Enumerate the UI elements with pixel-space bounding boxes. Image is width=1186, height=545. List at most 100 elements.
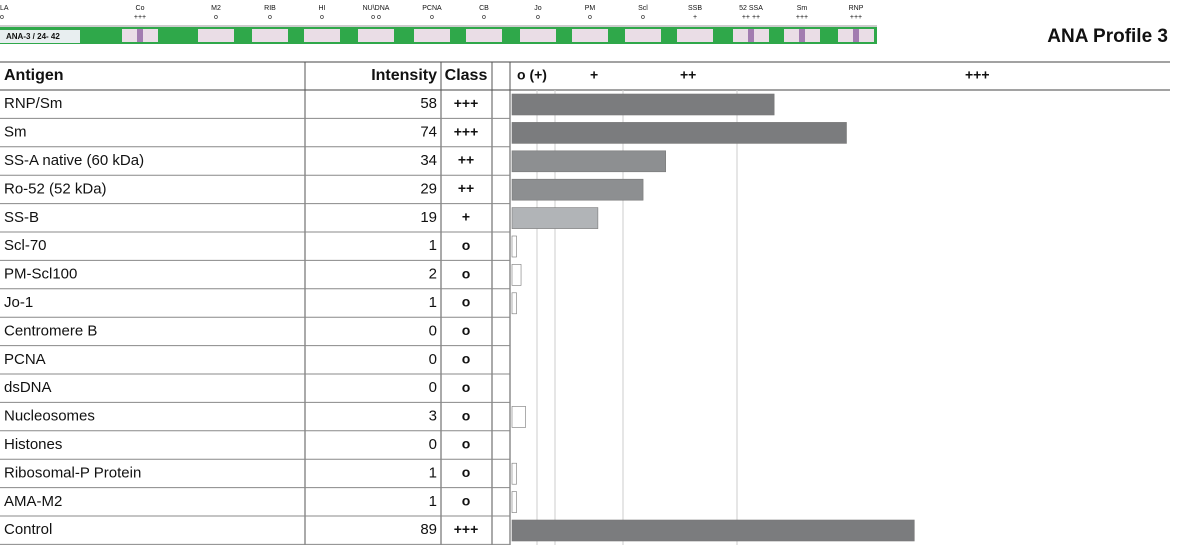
report: ANA Profile 3 ANA-3 / 24- 42LAoCo+++M2oR… (0, 0, 1186, 545)
bar (512, 208, 598, 229)
antigen: Ribosomal-P Protein (4, 464, 141, 481)
strip-line (137, 29, 143, 42)
class: o (462, 493, 471, 509)
strip-band-name: PCNA (422, 5, 442, 12)
intensity: 3 (429, 408, 437, 425)
strip-band-mark: +++ (796, 14, 808, 21)
bar (512, 293, 517, 314)
class: o (462, 407, 471, 423)
intensity: 0 (429, 322, 437, 339)
class: o (462, 294, 471, 310)
antigen: Scl-70 (4, 237, 47, 254)
antigen: PM-Scl100 (4, 266, 77, 283)
strip-band-mark: o (320, 14, 324, 21)
class: ++ (458, 152, 474, 168)
column-header: Intensity (371, 67, 437, 84)
strip-band-name: PM (585, 5, 596, 12)
strip-band-name: Jo (534, 5, 542, 12)
strip-window (677, 29, 713, 42)
strip-band-name: M2 (211, 5, 221, 12)
strip-band-name: Sm (797, 5, 808, 12)
strip-band-name: CB (479, 5, 489, 12)
scale-label: o (+) (517, 67, 547, 83)
intensity: 29 (420, 180, 437, 197)
intensity: 74 (420, 124, 437, 141)
intensity: 34 (420, 152, 437, 169)
antigen: Nucleosomes (4, 408, 95, 425)
bar (512, 236, 517, 257)
intensity: 1 (429, 493, 437, 510)
strip-band-mark: + (693, 14, 697, 21)
antigen: SS-B (4, 209, 39, 226)
antigen: AMA-M2 (4, 493, 62, 510)
intensity: 1 (429, 237, 437, 254)
strip-band-name: HI (319, 5, 326, 12)
strip-band-name: LA (0, 5, 9, 12)
strip-window (304, 29, 340, 42)
strip-band-name: Co (136, 5, 145, 12)
class: o (462, 464, 471, 480)
antigen: Centromere B (4, 322, 97, 339)
strip-window (625, 29, 661, 42)
class: +++ (454, 521, 479, 537)
antigen: Control (4, 521, 52, 538)
strip-window (572, 29, 608, 42)
intensity: 1 (429, 294, 437, 311)
strip-band-name: Scl (638, 5, 648, 12)
intensity: 0 (429, 436, 437, 453)
antigen: Sm (4, 124, 27, 141)
strip-band-mark: ++ ++ (742, 14, 760, 21)
bar (512, 122, 846, 143)
class: o (462, 265, 471, 281)
strip-window (414, 29, 450, 42)
bar (512, 492, 517, 513)
bar (512, 463, 517, 484)
strip-line (799, 29, 805, 42)
scale-label: ++ (680, 67, 696, 83)
bar (512, 179, 643, 200)
intensity: 89 (420, 521, 437, 538)
intensity: 58 (420, 95, 437, 112)
strip-band-mark: o (588, 14, 592, 21)
strip-band-mark: o (268, 14, 272, 21)
strip-window (520, 29, 556, 42)
antigen: PCNA (4, 351, 46, 368)
strip-band-mark: o (536, 14, 540, 21)
strip-window (252, 29, 288, 42)
strip-line (748, 29, 754, 42)
class: +++ (454, 123, 479, 139)
antigen: SS-A native (60 kDa) (4, 152, 144, 169)
antigen: Histones (4, 436, 62, 453)
strip-label: ANA-3 / 24- 42 (6, 32, 60, 41)
strip-band-mark: o (482, 14, 486, 21)
strip-band-mark: o (430, 14, 434, 21)
strip-window (358, 29, 394, 42)
strip-line (853, 29, 859, 42)
bar (512, 264, 521, 285)
intensity: 1 (429, 464, 437, 481)
strip-band-name: 52 SSA (739, 5, 763, 12)
bar (512, 94, 774, 115)
column-header: Antigen (4, 67, 64, 84)
strip-band-name: NU\DNA (363, 5, 390, 12)
antigen: RNP/Sm (4, 95, 62, 112)
intensity: 0 (429, 379, 437, 396)
scale-label: +++ (965, 67, 990, 83)
class: + (462, 209, 470, 225)
antigen: dsDNA (4, 379, 52, 396)
intensity: 0 (429, 351, 437, 368)
strip-band-mark: +++ (134, 14, 146, 21)
class: ++ (458, 180, 474, 196)
strip-band-mark: o o (371, 14, 381, 21)
column-header: Class (445, 67, 488, 84)
strip-band-name: SSB (688, 5, 702, 12)
antigen: Jo-1 (4, 294, 33, 311)
bar (512, 520, 914, 541)
class: o (462, 436, 471, 452)
strip-band-name: RNP (849, 5, 864, 12)
report-title: ANA Profile 3 (1047, 26, 1168, 47)
bar (512, 151, 666, 172)
strip-band-name: RIB (264, 5, 276, 12)
bar (512, 406, 526, 427)
class: o (462, 379, 471, 395)
